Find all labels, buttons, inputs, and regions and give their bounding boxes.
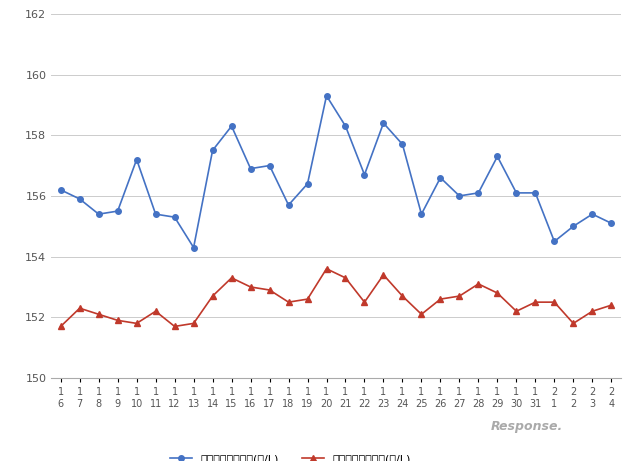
ハイオク看板価格(円/L) (171, 214, 179, 220)
ハイオク実売価格(円/L) (189, 321, 197, 326)
ハイオク実売価格(円/L) (171, 324, 179, 329)
ハイオク看板価格(円/L) (76, 196, 83, 202)
Line: ハイオク看板価格(円/L): ハイオク看板価格(円/L) (58, 93, 614, 250)
ハイオク看板価格(円/L) (189, 245, 197, 250)
ハイオク実売価格(円/L) (474, 281, 483, 287)
ハイオク実売価格(円/L) (57, 324, 65, 329)
ハイオク実売価格(円/L) (228, 275, 236, 281)
ハイオク実売価格(円/L) (531, 299, 539, 305)
ハイオク看板価格(円/L) (589, 212, 596, 217)
ハイオク実売価格(円/L) (417, 312, 425, 317)
ハイオク看板価格(円/L) (133, 157, 141, 162)
ハイオク看板価格(円/L) (361, 172, 369, 177)
ハイオク実売価格(円/L) (95, 312, 102, 317)
ハイオク実売価格(円/L) (361, 299, 369, 305)
ハイオク実売価格(円/L) (342, 275, 349, 281)
ハイオク看板価格(円/L) (95, 212, 102, 217)
Legend: ハイオク看板価格(円/L), ハイオク実売価格(円/L): ハイオク看板価格(円/L), ハイオク実売価格(円/L) (165, 449, 415, 461)
ハイオク看板価格(円/L) (399, 142, 406, 147)
ハイオク看板価格(円/L) (570, 224, 577, 229)
ハイオク実売価格(円/L) (436, 296, 444, 302)
ハイオク実売価格(円/L) (246, 284, 254, 290)
ハイオク看板価格(円/L) (436, 175, 444, 181)
ハイオク実売価格(円/L) (303, 296, 311, 302)
ハイオク看板価格(円/L) (209, 148, 216, 153)
ハイオク看板価格(円/L) (493, 154, 501, 159)
ハイオク実売価格(円/L) (266, 287, 273, 293)
ハイオク実売価格(円/L) (493, 290, 501, 296)
ハイオク実売価格(円/L) (380, 272, 387, 278)
ハイオク看板価格(円/L) (246, 166, 254, 171)
ハイオク実売価格(円/L) (550, 299, 558, 305)
ハイオク看板価格(円/L) (474, 190, 483, 195)
Line: ハイオク実売価格(円/L): ハイオク実売価格(円/L) (58, 266, 614, 329)
ハイオク実売価格(円/L) (323, 266, 330, 272)
ハイオク看板価格(円/L) (342, 124, 349, 129)
ハイオク実売価格(円/L) (513, 308, 520, 314)
ハイオク看板価格(円/L) (417, 212, 425, 217)
ハイオク看板価格(円/L) (152, 212, 159, 217)
ハイオク実売価格(円/L) (589, 308, 596, 314)
Text: Response.: Response. (491, 420, 563, 433)
ハイオク実売価格(円/L) (285, 299, 292, 305)
ハイオク看板価格(円/L) (285, 202, 292, 208)
ハイオク看板価格(円/L) (513, 190, 520, 195)
ハイオク実売価格(円/L) (456, 293, 463, 299)
ハイオク看板価格(円/L) (57, 187, 65, 193)
ハイオク看板価格(円/L) (550, 239, 558, 244)
ハイオク看板価格(円/L) (228, 124, 236, 129)
ハイオク看板価格(円/L) (456, 193, 463, 199)
ハイオク看板価格(円/L) (303, 181, 311, 187)
ハイオク看板価格(円/L) (323, 93, 330, 99)
ハイオク実売価格(円/L) (570, 321, 577, 326)
ハイオク実売価格(円/L) (114, 318, 122, 323)
ハイオク看板価格(円/L) (380, 120, 387, 126)
ハイオク実売価格(円/L) (76, 306, 83, 311)
ハイオク実売価格(円/L) (607, 302, 615, 308)
ハイオク看板価格(円/L) (114, 208, 122, 214)
ハイオク実売価格(円/L) (152, 308, 159, 314)
ハイオク実売価格(円/L) (209, 293, 216, 299)
ハイオク看板価格(円/L) (531, 190, 539, 195)
ハイオク看板価格(円/L) (607, 220, 615, 226)
ハイオク実売価格(円/L) (399, 293, 406, 299)
ハイオク看板価格(円/L) (266, 163, 273, 168)
ハイオク実売価格(円/L) (133, 321, 141, 326)
